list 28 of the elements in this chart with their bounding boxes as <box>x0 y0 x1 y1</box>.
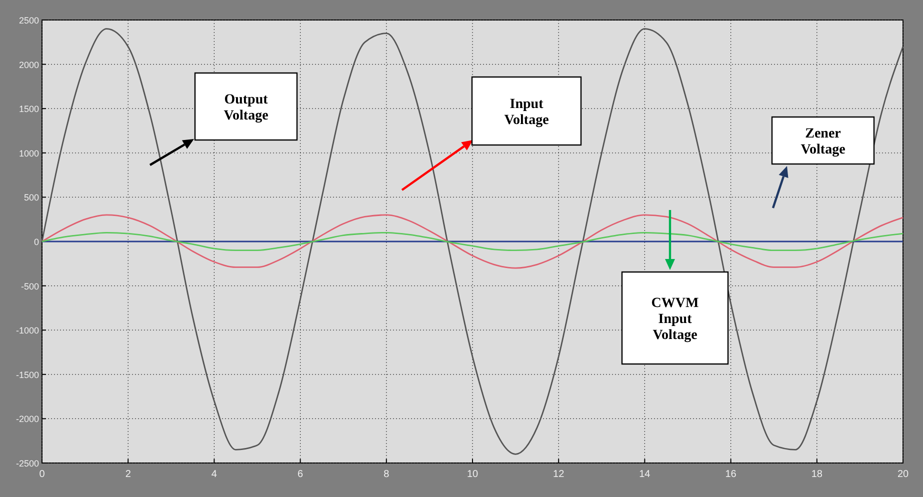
annotation: CWVM Input Voltage <box>651 296 699 343</box>
y-tick-label: -1000 <box>16 326 39 336</box>
line-series <box>41 232 904 252</box>
y-tick-label: -2500 <box>16 458 39 468</box>
x-tick-label: 2 <box>125 469 132 480</box>
y-tick-label: 0 <box>34 237 39 247</box>
annotation: Zener Voltage <box>800 126 846 158</box>
annotation: Output Voltage <box>224 92 268 124</box>
y-tick-label: -2000 <box>16 414 39 424</box>
y-tick-label: 2000 <box>18 60 39 70</box>
y-tick-label: -1500 <box>16 370 39 380</box>
x-tick-label: 18 <box>811 469 823 480</box>
annotation: Input Voltage <box>504 97 549 128</box>
x-tick-label: 16 <box>725 469 737 480</box>
line-series <box>41 28 904 455</box>
line-series <box>41 214 904 269</box>
x-tick-label: 6 <box>298 469 304 480</box>
y-tick-label: 500 <box>24 192 39 203</box>
y-tick-label: 1000 <box>18 148 39 158</box>
x-tick-label: 12 <box>553 469 565 480</box>
x-tick-label: 10 <box>466 469 478 480</box>
x-tick-label: 20 <box>897 469 909 480</box>
y-tick-label: 2500 <box>18 16 39 26</box>
y-tick-label: 1500 <box>18 104 39 114</box>
x-tick-label: 14 <box>639 469 651 480</box>
x-tick-label: 8 <box>384 469 390 480</box>
x-tick-label: 4 <box>211 469 218 480</box>
y-tick-label: -500 <box>20 281 39 292</box>
